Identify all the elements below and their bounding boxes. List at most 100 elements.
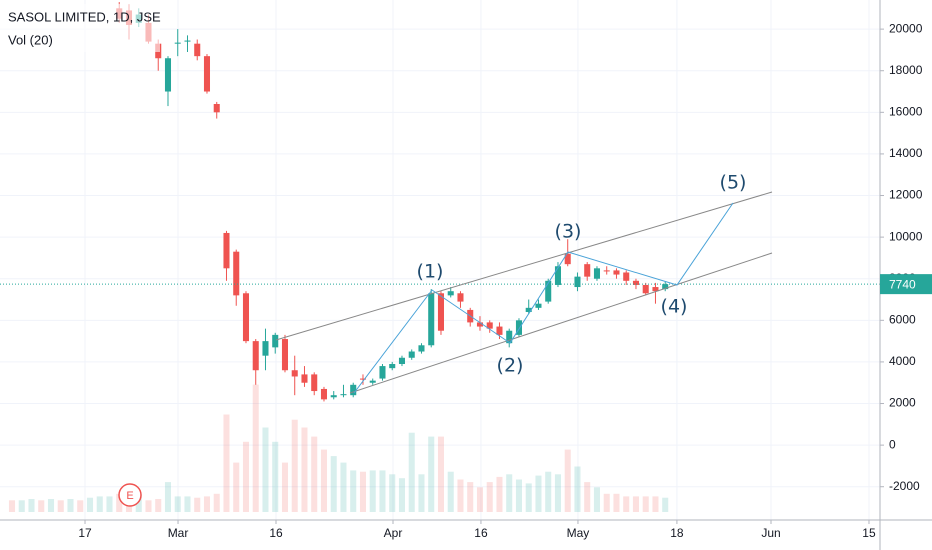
volume-bar <box>242 441 250 512</box>
y-tick-label: 6000 <box>889 312 916 326</box>
volume-bar <box>67 499 74 512</box>
candle-body <box>437 293 444 331</box>
candle-body <box>506 330 513 344</box>
candle-body <box>623 272 630 281</box>
volume-bar <box>116 493 123 512</box>
candle-body <box>369 380 376 383</box>
wave-label: (4) <box>661 296 688 318</box>
y-tick-label: 0 <box>889 437 896 451</box>
volume-bar <box>155 499 162 512</box>
candle-body <box>428 293 435 346</box>
y-tick-label: 4000 <box>889 354 916 368</box>
candle-body <box>525 307 532 312</box>
wave-label: (2) <box>497 355 524 377</box>
candle-body <box>389 364 396 369</box>
volume-bar <box>408 432 415 512</box>
wave-label: (3) <box>555 221 582 243</box>
candle-body <box>574 276 581 288</box>
volume-bar <box>437 436 444 512</box>
y-tick-label: 18000 <box>889 63 923 77</box>
channel-lower <box>349 252 773 394</box>
candle-body <box>281 339 289 371</box>
volume-bar <box>223 414 230 512</box>
candle-body <box>311 374 318 392</box>
legend-bg <box>0 4 160 52</box>
volume-bar <box>457 479 464 512</box>
y-tick-label: 2000 <box>889 396 916 410</box>
volume-bar <box>184 496 191 512</box>
volume-bar <box>554 474 561 512</box>
volume-bar <box>642 496 649 512</box>
candle-body <box>242 293 250 342</box>
last-price-box <box>880 274 932 295</box>
volume-bar <box>96 496 103 512</box>
volume-bar <box>418 474 425 512</box>
x-tick-label: May <box>567 526 590 540</box>
candle-body <box>272 334 279 348</box>
drawings <box>275 191 773 394</box>
volume-bar <box>535 475 542 512</box>
candle-body <box>320 388 328 400</box>
volume-bar <box>525 483 532 512</box>
volume-bar <box>623 496 630 512</box>
candle-body <box>662 284 669 290</box>
volume-bar <box>252 384 259 512</box>
channel-upper <box>275 191 773 341</box>
candle-body <box>447 291 454 296</box>
candle-body <box>584 264 591 277</box>
candle-body <box>233 251 240 296</box>
volume-bar <box>613 493 620 512</box>
x-tick-label: 18 <box>670 526 684 540</box>
wave-label: (1) <box>417 261 444 283</box>
candle-body <box>301 374 308 383</box>
volume-bar <box>428 436 435 512</box>
event-label[interactable]: E <box>126 490 133 502</box>
volume-bar <box>340 462 347 512</box>
volume-bar <box>632 496 639 512</box>
candle-body <box>213 104 220 113</box>
x-tick-label: Jun <box>761 526 780 540</box>
y-tick-label: 20000 <box>889 21 923 35</box>
volume-bar <box>350 470 357 512</box>
volume-bar <box>515 479 522 512</box>
volume-bar <box>389 474 396 512</box>
candle-body <box>223 232 230 269</box>
candle-body <box>632 280 639 285</box>
volume-bar <box>496 476 503 512</box>
y-tick-label: 12000 <box>889 188 923 202</box>
candle-body <box>613 270 620 275</box>
candle-body <box>350 384 357 396</box>
volume-bar <box>467 482 474 512</box>
chart-title: SASOL LIMITED, 1D, JSE <box>8 9 161 24</box>
candle-body <box>291 370 298 377</box>
volume-bar <box>506 474 513 512</box>
candles <box>0 2 880 402</box>
candle-body <box>545 280 552 302</box>
wave-label: (5) <box>720 172 747 194</box>
volume-bar <box>47 499 55 512</box>
x-tick-label: Apr <box>384 526 403 540</box>
candle-body <box>203 56 211 92</box>
volume-bar <box>447 471 454 512</box>
event-marker[interactable] <box>118 483 142 507</box>
candle-body <box>262 341 269 356</box>
x-tick-label: 16 <box>474 526 488 540</box>
volume-bar <box>574 466 581 512</box>
candle-body <box>642 284 649 294</box>
volume-bar <box>164 482 172 512</box>
candle-body <box>476 322 483 327</box>
volume-bar <box>233 462 240 512</box>
candle-body <box>603 270 610 272</box>
chart-subtitle: Vol (20) <box>8 32 53 47</box>
volume-bar <box>593 487 600 512</box>
volume-bar <box>301 427 308 512</box>
volume-bar <box>545 471 552 512</box>
volume-bar <box>106 496 113 512</box>
candle-body <box>496 326 503 335</box>
volume-bar <box>38 500 45 512</box>
volume-bar <box>398 478 405 512</box>
candle-body <box>593 268 600 279</box>
volume-bar <box>603 493 610 512</box>
